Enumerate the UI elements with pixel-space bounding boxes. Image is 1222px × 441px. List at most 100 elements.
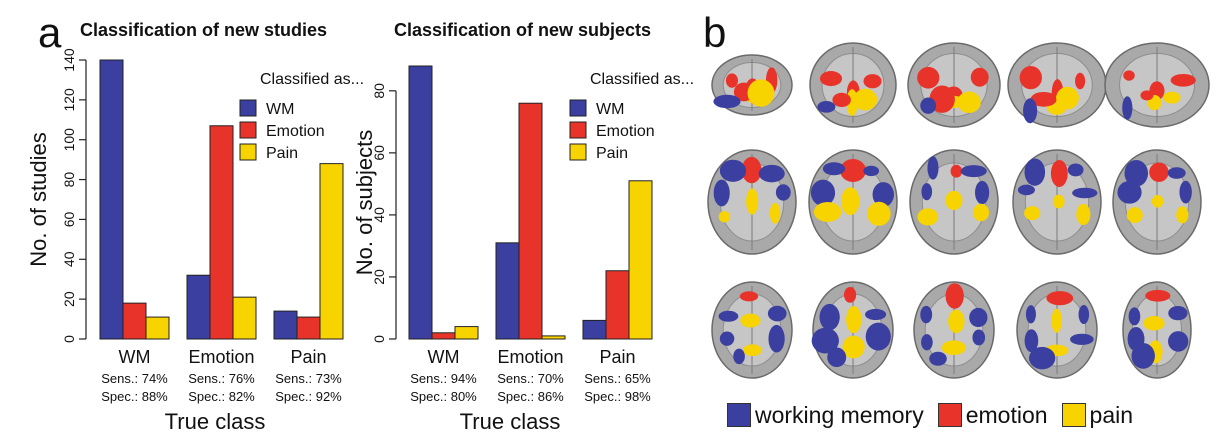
activation-blob bbox=[1167, 167, 1186, 179]
legend-swatch bbox=[239, 143, 257, 161]
activation-blob bbox=[718, 211, 731, 223]
x-axis-label: True class bbox=[165, 409, 266, 434]
legend-title: Classified as... bbox=[260, 71, 364, 88]
activation-blob bbox=[867, 201, 891, 226]
activation-blob bbox=[719, 159, 747, 182]
activation-blob bbox=[917, 208, 939, 226]
activation-blob bbox=[713, 179, 730, 207]
x-axis-label: True class bbox=[460, 409, 561, 434]
y-tick-label: 120 bbox=[61, 88, 77, 112]
chart-studies: 0 20 40 60 80 100 120 140 No. of studies WM Sens.:… bbox=[26, 48, 364, 434]
bar-emotion-pain bbox=[605, 270, 630, 340]
legend-swatch bbox=[569, 121, 587, 139]
activation-blob bbox=[920, 97, 937, 114]
legend-label: Pain bbox=[266, 145, 298, 162]
activation-blob bbox=[817, 101, 836, 113]
chart-2-title: Classification of new subjects bbox=[394, 20, 652, 40]
panel-a-letter: a bbox=[38, 9, 62, 56]
activation-blob bbox=[1070, 333, 1094, 345]
activation-blob bbox=[1017, 184, 1035, 196]
activation-blob bbox=[941, 340, 966, 356]
activation-blob bbox=[970, 67, 989, 87]
activation-blob bbox=[741, 156, 762, 184]
brain-slices-image bbox=[707, 42, 1210, 379]
bar-pain-emotion bbox=[541, 335, 566, 340]
activation-blob bbox=[819, 303, 840, 331]
bar-emotion-emotion bbox=[518, 102, 543, 340]
activation-blob bbox=[948, 309, 965, 334]
activation-blob bbox=[853, 88, 878, 111]
y-axis-label: No. of studies bbox=[26, 132, 51, 267]
activation-blob bbox=[1025, 305, 1036, 324]
activation-blob bbox=[1050, 159, 1068, 188]
legend-label: WM bbox=[266, 101, 294, 118]
activation-blob bbox=[1024, 206, 1041, 221]
activation-blob bbox=[840, 158, 866, 182]
brain-legend-item: working memory bbox=[727, 402, 924, 429]
activation-blob bbox=[945, 283, 964, 309]
activation-blob bbox=[1179, 180, 1192, 204]
specificity-label: Spec.: 92% bbox=[275, 389, 342, 404]
y-tick-label: 140 bbox=[61, 48, 77, 72]
activation-blob bbox=[1170, 73, 1196, 87]
activation-blob bbox=[917, 66, 940, 89]
activation-blob bbox=[769, 202, 781, 224]
activation-blob bbox=[945, 190, 963, 211]
x-tick-label: WM bbox=[119, 347, 151, 367]
legend-title: Classified as... bbox=[590, 71, 694, 88]
activation-blob bbox=[743, 344, 762, 357]
x-tick-label: Pain bbox=[599, 347, 635, 367]
legend-swatch bbox=[569, 99, 587, 117]
activation-blob bbox=[819, 71, 843, 87]
activation-blob bbox=[1176, 206, 1189, 224]
sensitivity-label: Sens.: 70% bbox=[497, 371, 564, 386]
activation-blob bbox=[1072, 187, 1098, 199]
brain-legend-label: working memory bbox=[755, 401, 924, 428]
activation-blob bbox=[863, 165, 880, 177]
brain-legend-label: pain bbox=[1089, 401, 1134, 428]
legend-swatch bbox=[239, 121, 257, 139]
bar-wm-emotion bbox=[495, 242, 520, 340]
activation-blob bbox=[813, 201, 842, 222]
activation-blob bbox=[865, 322, 891, 351]
activation-blob bbox=[972, 203, 990, 222]
activation-blob bbox=[718, 310, 739, 322]
bar-emotion-wm bbox=[431, 332, 456, 340]
activation-blob bbox=[746, 188, 759, 215]
activation-blob bbox=[725, 73, 738, 88]
activation-blob bbox=[1024, 329, 1039, 353]
brain-slices-panel bbox=[702, 40, 1212, 400]
y-tick-label: 60 bbox=[371, 145, 387, 161]
activation-blob bbox=[975, 180, 990, 205]
y-tick-label: 40 bbox=[61, 251, 77, 267]
y-tick-label: 0 bbox=[371, 335, 387, 343]
x-tick-label: Emotion bbox=[497, 347, 563, 367]
y-tick-label: 100 bbox=[61, 128, 77, 152]
activation-blob bbox=[1122, 96, 1133, 120]
bar-wm-pain bbox=[273, 310, 298, 340]
specificity-label: Spec.: 86% bbox=[497, 389, 564, 404]
activation-blob bbox=[1168, 305, 1188, 321]
legend-label: WM bbox=[596, 101, 624, 118]
brain-legend: working memory emotion pain bbox=[727, 400, 1147, 430]
activation-blob bbox=[719, 331, 735, 346]
activation-blob bbox=[920, 305, 933, 324]
activation-blob bbox=[950, 164, 963, 178]
activation-blob bbox=[1046, 291, 1074, 306]
activation-blob bbox=[713, 94, 741, 109]
activation-blob bbox=[969, 307, 988, 328]
activation-blob bbox=[1151, 195, 1164, 208]
activation-blob bbox=[841, 187, 860, 216]
brain-legend-item: emotion bbox=[937, 402, 1048, 429]
y-tick-label: 80 bbox=[371, 83, 387, 99]
sensitivity-label: Sens.: 74% bbox=[101, 371, 168, 386]
x-tick-label: Emotion bbox=[188, 347, 254, 367]
bar-emotion-pain bbox=[296, 316, 321, 340]
activation-blob bbox=[921, 183, 933, 201]
brain-legend-item: pain bbox=[1061, 401, 1134, 429]
activation-blob bbox=[832, 92, 851, 108]
chart-1-title: Classification of new studies bbox=[80, 20, 328, 40]
y-tick-label: 20 bbox=[61, 291, 77, 307]
activation-blob bbox=[1143, 316, 1165, 331]
bar-pain-emotion bbox=[232, 296, 257, 340]
